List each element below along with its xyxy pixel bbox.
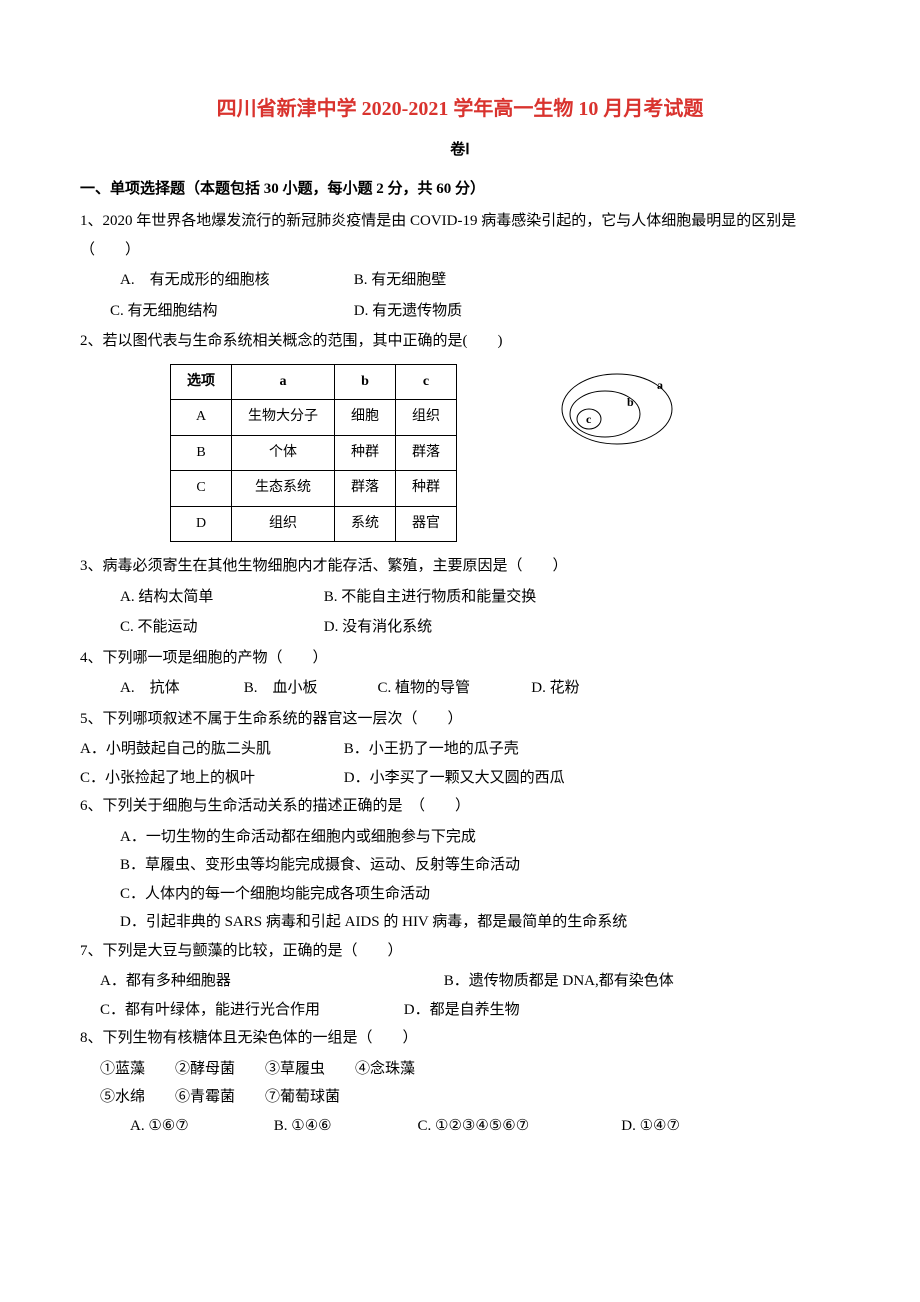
q7-option-b: B．遗传物质都是 DNA,都有染色体 bbox=[444, 973, 674, 989]
q1-options-row2: C. 有无细胞结构 D. 有无遗传物质 bbox=[80, 297, 840, 326]
question-6: 6、下列关于细胞与生命活动关系的描述正确的是 （ ） bbox=[80, 792, 840, 821]
q2-table-wrap: 选项 a b c A 生物大分子 细胞 组织 B 个体 种群 群落 bbox=[170, 364, 457, 543]
venn-diagram: a b c bbox=[547, 369, 687, 460]
cell: 种群 bbox=[335, 435, 396, 471]
th-b: b bbox=[335, 364, 396, 400]
q8-option-d: D. ①④⑦ bbox=[621, 1118, 680, 1134]
cell: 种群 bbox=[396, 471, 457, 507]
cell: 群落 bbox=[335, 471, 396, 507]
q4-options: A. 抗体 B. 血小板 C. 植物的导管 D. 花粉 bbox=[80, 674, 840, 703]
q8-options: A. ①⑥⑦ B. ①④⑥ C. ①②③④⑤⑥⑦ D. ①④⑦ bbox=[80, 1112, 840, 1141]
q3-option-c: C. 不能运动 bbox=[120, 613, 320, 642]
q2-content: 选项 a b c A 生物大分子 细胞 组织 B 个体 种群 群落 bbox=[80, 364, 840, 543]
table-row: D 组织 系统 器官 bbox=[171, 506, 457, 542]
page-title: 四川省新津中学 2020-2021 学年高一生物 10 月月考试题 bbox=[80, 90, 840, 128]
q4-option-a: A. 抗体 bbox=[120, 674, 240, 703]
q1-option-b: B. 有无细胞壁 bbox=[354, 272, 447, 288]
q5-option-a: A．小明鼓起自己的肱二头肌 bbox=[80, 735, 340, 764]
label-a: a bbox=[657, 378, 663, 392]
q8-group-row1: ①蓝藻 ②酵母菌 ③草履虫 ④念珠藻 bbox=[80, 1055, 840, 1084]
q3-options-row1: A. 结构太简单 B. 不能自主进行物质和能量交换 bbox=[80, 583, 840, 612]
q1-option-a: A. 有无成形的细胞核 bbox=[120, 266, 350, 295]
q3-option-d: D. 没有消化系统 bbox=[324, 619, 432, 635]
cell: 器官 bbox=[396, 506, 457, 542]
table-row: B 个体 种群 群落 bbox=[171, 435, 457, 471]
cell: 生态系统 bbox=[232, 471, 335, 507]
cell: C bbox=[171, 471, 232, 507]
q6-option-c: C．人体内的每一个细胞均能完成各项生命活动 bbox=[80, 880, 840, 909]
section-header: 一、单项选择题（本题包括 30 小题，每小题 2 分，共 60 分） bbox=[80, 175, 840, 204]
q1-option-d: D. 有无遗传物质 bbox=[354, 303, 462, 319]
paper-subtitle: 卷Ⅰ bbox=[80, 136, 840, 165]
cell: B bbox=[171, 435, 232, 471]
q4-option-c: C. 植物的导管 bbox=[378, 674, 528, 703]
q8-group-row2: ⑤水绵 ⑥青霉菌 ⑦葡萄球菌 bbox=[80, 1083, 840, 1112]
table-row: C 生态系统 群落 种群 bbox=[171, 471, 457, 507]
table-row: A 生物大分子 细胞 组织 bbox=[171, 400, 457, 436]
question-7: 7、下列是大豆与颤藻的比较，正确的是（ ） bbox=[80, 937, 840, 966]
label-b: b bbox=[627, 395, 634, 409]
q4-option-d: D. 花粉 bbox=[531, 680, 579, 696]
question-8: 8、下列生物有核糖体且无染色体的一组是（ ） bbox=[80, 1024, 840, 1053]
cell: 系统 bbox=[335, 506, 396, 542]
q7-option-d: D．都是自养生物 bbox=[404, 1002, 520, 1018]
table-header-row: 选项 a b c bbox=[171, 364, 457, 400]
q5-option-b: B．小王扔了一地的瓜子壳 bbox=[344, 741, 519, 757]
q5-option-c: C．小张捡起了地上的枫叶 bbox=[80, 764, 340, 793]
cell: 群落 bbox=[396, 435, 457, 471]
cell: A bbox=[171, 400, 232, 436]
cell: 组织 bbox=[396, 400, 457, 436]
q8-option-b: B. ①④⑥ bbox=[274, 1112, 414, 1141]
th-a: a bbox=[232, 364, 335, 400]
q4-option-b: B. 血小板 bbox=[244, 674, 374, 703]
question-1: 1、2020 年世界各地爆发流行的新冠肺炎疫情是由 COVID-19 病毒感染引… bbox=[80, 207, 840, 264]
q7-options-row2: C．都有叶绿体，能进行光合作用 D．都是自养生物 bbox=[80, 996, 840, 1025]
question-3: 3、病毒必须寄生在其他生物细胞内才能存活、繁殖，主要原因是（ ） bbox=[80, 552, 840, 581]
q6-option-b: B．草履虫、变形虫等均能完成摄食、运动、反射等生命活动 bbox=[80, 851, 840, 880]
cell: 个体 bbox=[232, 435, 335, 471]
q7-option-c: C．都有叶绿体，能进行光合作用 bbox=[100, 996, 400, 1025]
q5-options-row1: A．小明鼓起自己的肱二头肌 B．小王扔了一地的瓜子壳 bbox=[80, 735, 840, 764]
q6-option-d: D．引起非典的 SARS 病毒和引起 AIDS 的 HIV 病毒，都是最简单的生… bbox=[80, 908, 840, 937]
cell: 组织 bbox=[232, 506, 335, 542]
question-5: 5、下列哪项叙述不属于生命系统的器官这一层次（ ） bbox=[80, 705, 840, 734]
q2-table: 选项 a b c A 生物大分子 细胞 组织 B 个体 种群 群落 bbox=[170, 364, 457, 543]
q8-option-a: A. ①⑥⑦ bbox=[130, 1112, 270, 1141]
q7-option-a: A．都有多种细胞器 bbox=[100, 967, 440, 996]
q3-options-row2: C. 不能运动 D. 没有消化系统 bbox=[80, 613, 840, 642]
question-2: 2、若以图代表与生命系统相关概念的范围，其中正确的是( ) bbox=[80, 327, 840, 356]
q1-options-row1: A. 有无成形的细胞核 B. 有无细胞壁 bbox=[80, 266, 840, 295]
cell: 细胞 bbox=[335, 400, 396, 436]
q3-option-b: B. 不能自主进行物质和能量交换 bbox=[324, 589, 537, 605]
th-c: c bbox=[396, 364, 457, 400]
q3-option-a: A. 结构太简单 bbox=[120, 583, 320, 612]
cell: 生物大分子 bbox=[232, 400, 335, 436]
q8-option-c: C. ①②③④⑤⑥⑦ bbox=[418, 1112, 618, 1141]
label-c: c bbox=[586, 412, 592, 426]
q1-option-c: C. 有无细胞结构 bbox=[110, 297, 350, 326]
q7-options-row1: A．都有多种细胞器 B．遗传物质都是 DNA,都有染色体 bbox=[80, 967, 840, 996]
question-4: 4、下列哪一项是细胞的产物（ ） bbox=[80, 644, 840, 673]
q5-options-row2: C．小张捡起了地上的枫叶 D．小李买了一颗又大又圆的西瓜 bbox=[80, 764, 840, 793]
nested-circles-icon: a b c bbox=[547, 369, 687, 449]
cell: D bbox=[171, 506, 232, 542]
th-option: 选项 bbox=[171, 364, 232, 400]
q5-option-d: D．小李买了一颗又大又圆的西瓜 bbox=[344, 770, 565, 786]
q6-option-a: A．一切生物的生命活动都在细胞内或细胞参与下完成 bbox=[80, 823, 840, 852]
